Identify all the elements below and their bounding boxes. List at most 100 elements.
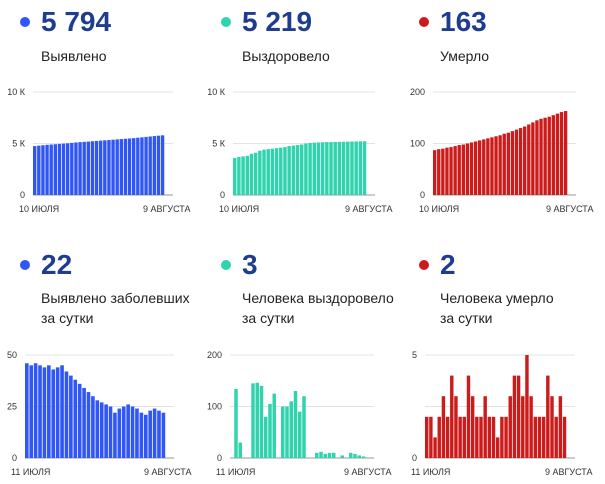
y-tick-label: 0 [220, 190, 225, 200]
bar [300, 144, 304, 195]
bar [433, 437, 437, 458]
bar [139, 412, 144, 458]
bar [117, 408, 122, 458]
bar [469, 142, 474, 195]
bar [251, 383, 255, 458]
stat-value: 22 [41, 249, 73, 280]
bar [249, 153, 254, 195]
bar [74, 142, 78, 195]
bar [258, 150, 262, 195]
y-tick-label: 10 К [7, 87, 26, 97]
bar [82, 387, 86, 458]
bar [64, 371, 69, 458]
bar [130, 406, 135, 458]
bar [25, 363, 29, 458]
bar [156, 135, 161, 195]
stat-label: Человека выздоровело за сутки [242, 290, 394, 326]
bar [42, 367, 47, 458]
stat-value: 163 [440, 6, 487, 37]
bar [259, 385, 264, 458]
legend-dot [20, 17, 30, 27]
bar [99, 402, 104, 458]
bar [157, 410, 161, 458]
legend-dot [20, 260, 30, 270]
bar [358, 141, 363, 195]
bar [523, 126, 527, 195]
bar [478, 140, 482, 195]
legend-dot [221, 17, 231, 27]
x-tick-label: 9 АВГУСТА [143, 204, 191, 214]
bar [437, 416, 441, 458]
bar [559, 112, 564, 195]
bar [152, 408, 157, 458]
bar [506, 132, 510, 195]
bar [327, 452, 332, 458]
bar [458, 416, 462, 458]
bar [498, 135, 502, 195]
y-tick-label: 0 [20, 190, 25, 200]
bar [535, 120, 539, 195]
y-tick-label: 100 [410, 139, 425, 149]
x-tick-label: 10 ИЮЛЯ [19, 204, 59, 214]
bar [547, 116, 551, 195]
bar [289, 401, 293, 458]
bar [293, 391, 298, 458]
x-tick-label: 9 АВГУСТА [344, 467, 392, 477]
stat-label: Человека умерло за сутки [440, 290, 554, 326]
bar [537, 416, 542, 458]
bar [66, 143, 70, 195]
bar [140, 137, 144, 195]
chart-daily-deaths: 5 0 11 ИЮЛЯ 9 АВГУСТА [411, 350, 593, 477]
bar [316, 142, 321, 195]
bar [148, 136, 152, 195]
bar [332, 452, 336, 458]
bar [264, 416, 268, 458]
bar [302, 396, 306, 458]
bar [539, 118, 543, 195]
bar [47, 365, 51, 458]
bar [295, 145, 300, 195]
bar [466, 375, 471, 458]
bar [357, 455, 361, 458]
x-tick-label: 9 АВГУСТА [545, 467, 593, 477]
bar [518, 128, 523, 195]
bar [462, 416, 467, 458]
bar [562, 416, 567, 458]
bar [160, 135, 165, 195]
bar [245, 155, 249, 195]
bar [49, 144, 53, 195]
bar [529, 396, 533, 458]
bar [104, 404, 108, 458]
bar [361, 456, 366, 458]
bar [33, 146, 37, 195]
bar [148, 410, 152, 458]
bar [516, 375, 521, 458]
chart-daily-recovered: 200 100 0 11 ИЮЛЯ 9 АВГУСТА [207, 350, 392, 477]
bar [325, 142, 329, 195]
bar [482, 139, 486, 195]
bar [298, 411, 302, 458]
y-tick-label: 200 [410, 87, 425, 97]
bar [41, 145, 45, 195]
x-tick-label: 10 ИЮЛЯ [419, 204, 459, 214]
y-tick-label: 5 [412, 350, 417, 360]
bar [496, 437, 500, 458]
bar [234, 388, 238, 458]
bar [241, 156, 245, 195]
bar [465, 143, 470, 195]
chart-total-detected: 10 К 5 К 0 10 ИЮЛЯ 9 АВГУСТА [7, 87, 191, 214]
bar [490, 137, 494, 195]
bar [483, 396, 487, 458]
bar [123, 138, 128, 195]
bar [527, 124, 531, 195]
bar [441, 396, 446, 458]
bar [108, 406, 113, 458]
y-tick-label: 50 [7, 350, 17, 360]
bar [86, 141, 91, 195]
bar [473, 141, 478, 195]
x-tick-label: 11 ИЮЛЯ [216, 467, 255, 477]
bar [78, 142, 82, 195]
bar [103, 140, 107, 195]
bar [333, 141, 337, 195]
bar [320, 142, 325, 195]
